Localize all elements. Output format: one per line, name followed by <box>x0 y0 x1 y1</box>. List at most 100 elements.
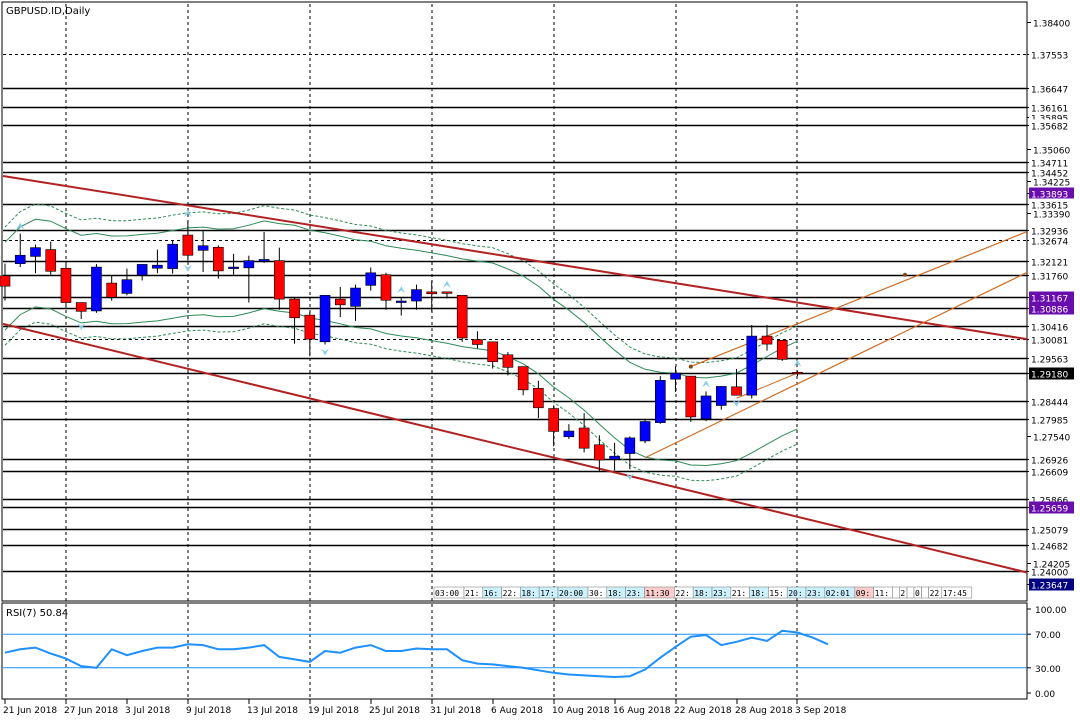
session-cell <box>892 586 900 599</box>
level-label-bg <box>1029 333 1074 346</box>
candle-body <box>121 279 133 294</box>
session-label: 11: <box>875 589 889 598</box>
level-label-bg <box>1029 48 1074 61</box>
candle-body <box>731 386 742 396</box>
rsi-label: RSI(7) 50.84 <box>6 608 68 619</box>
level-label-bg <box>1029 255 1074 268</box>
session-cell <box>906 586 915 599</box>
tick-label: 1.38400 <box>1033 20 1070 30</box>
tick-label: 1.27540 <box>1033 434 1070 444</box>
level-label-bg <box>1029 302 1074 315</box>
candle-body <box>441 291 453 294</box>
rsi-tick-label: 100.00 <box>1035 606 1067 616</box>
candle-body <box>776 339 788 360</box>
candle-body <box>502 354 514 368</box>
level-label: 1.30886 <box>1031 306 1068 316</box>
fractal-down-marker <box>183 264 192 272</box>
session-label: 22: <box>675 589 689 598</box>
session-label: 20:00 <box>559 589 583 598</box>
time-label: 9 Jul 2018 <box>186 706 231 716</box>
time-label: 19 Jul 2018 <box>308 706 359 716</box>
level-label-bg <box>1029 352 1074 365</box>
rsi-pane-border <box>1 602 1028 700</box>
level-label-bg <box>1029 291 1074 304</box>
session-label: 2 <box>900 589 905 598</box>
level-label: 1.36161 <box>1031 105 1068 115</box>
band-line <box>4 306 798 467</box>
candle-body <box>395 300 407 303</box>
rsi-tick-label: 70.00 <box>1035 631 1061 641</box>
fractal-up-marker <box>442 280 451 288</box>
time-label: 16 Aug 2018 <box>613 706 671 716</box>
level-label-bg <box>1029 269 1074 282</box>
candle-body <box>578 427 590 449</box>
candle-body <box>182 234 194 256</box>
level-label: 1.26609 <box>1031 469 1068 479</box>
fractal-up-marker <box>793 359 802 367</box>
channel-anchor-dot <box>688 364 693 369</box>
level-label: 1.31760 <box>1031 273 1068 283</box>
candle-body <box>624 437 636 454</box>
session-label: 16: <box>484 589 498 598</box>
level-label: 1.24000 <box>1031 569 1068 579</box>
level-label: 1.29563 <box>1031 356 1068 366</box>
session-label: 21: <box>732 589 746 598</box>
session-label: 03:00 <box>435 589 459 598</box>
candle-body <box>563 430 575 438</box>
candle-body <box>426 291 438 295</box>
candle-body <box>715 386 727 406</box>
candle-body <box>792 372 803 375</box>
time-label: 27 Jun 2018 <box>64 706 118 716</box>
level-label: 1.36647 <box>1031 86 1068 96</box>
candle-body <box>14 254 26 264</box>
level-label: 1.24682 <box>1031 543 1068 553</box>
level-label-bg <box>1029 539 1074 552</box>
fractal-up-marker <box>16 222 25 230</box>
candle-body <box>228 266 239 269</box>
channel-lower <box>644 271 1028 459</box>
level-label: 1.34711 <box>1031 160 1068 170</box>
level-label-bg <box>1029 523 1074 536</box>
price-pane[interactable]: 03:00 21: 16: 22: 18: 17: 20:00 30: 18: 23: 11:30 2… <box>0 1 1028 602</box>
level-label-bg <box>1029 166 1074 179</box>
fractal-down-marker <box>625 473 634 481</box>
chart-title: GBPUSD.ID,Daily <box>6 6 90 17</box>
session-label: 23: <box>627 589 641 598</box>
level-label: 1.30416 <box>1031 324 1068 334</box>
rsi-series <box>4 629 829 679</box>
session-label: 23: <box>807 589 821 598</box>
level-label-bg <box>1029 367 1074 380</box>
level-label: 1.37553 <box>1031 52 1068 62</box>
level-label: 1.35682 <box>1031 123 1068 133</box>
session-label: 18: <box>521 589 535 598</box>
level-label-bg <box>1029 465 1074 478</box>
horizontal-levels[interactable] <box>3 54 1027 573</box>
time-axis: 21 Jun 2018 27 Jun 2018 3 Jul 2018 9 Jul 20… <box>3 699 847 716</box>
candle-body <box>487 341 498 362</box>
time-label: 13 Jul 2018 <box>247 706 298 716</box>
session-label: 22: <box>503 589 517 598</box>
candle-body <box>365 272 377 286</box>
candle-body <box>655 380 666 423</box>
candle-body <box>60 267 72 303</box>
lower-trendline <box>2 322 1028 574</box>
rsi-axis: 100.00 70.00 30.00 0.00 <box>1027 606 1067 700</box>
session-label: 17:45 <box>943 589 967 598</box>
fractal-markers <box>16 209 802 481</box>
level-label-bg <box>1029 187 1074 200</box>
session-time-strip: 03:00 21: 16: 22: 18: 17: 20:00 30: 18: 23: 11:30 2… <box>433 586 973 599</box>
fractal-up-marker <box>183 209 192 217</box>
level-label-bg <box>1029 413 1074 426</box>
candle-body <box>258 259 270 262</box>
tick-label: 1.33390 <box>1033 211 1070 221</box>
candle-body <box>609 455 620 460</box>
candle-body <box>167 243 178 269</box>
candle-body <box>136 264 148 276</box>
time-label: 22 Aug 2018 <box>674 706 732 716</box>
tick-label: 1.35060 <box>1033 147 1070 157</box>
session-label: 18: <box>751 589 765 598</box>
level-label: 1.29180 <box>1031 371 1068 381</box>
candle-body <box>45 249 57 272</box>
candle-body <box>533 388 544 409</box>
